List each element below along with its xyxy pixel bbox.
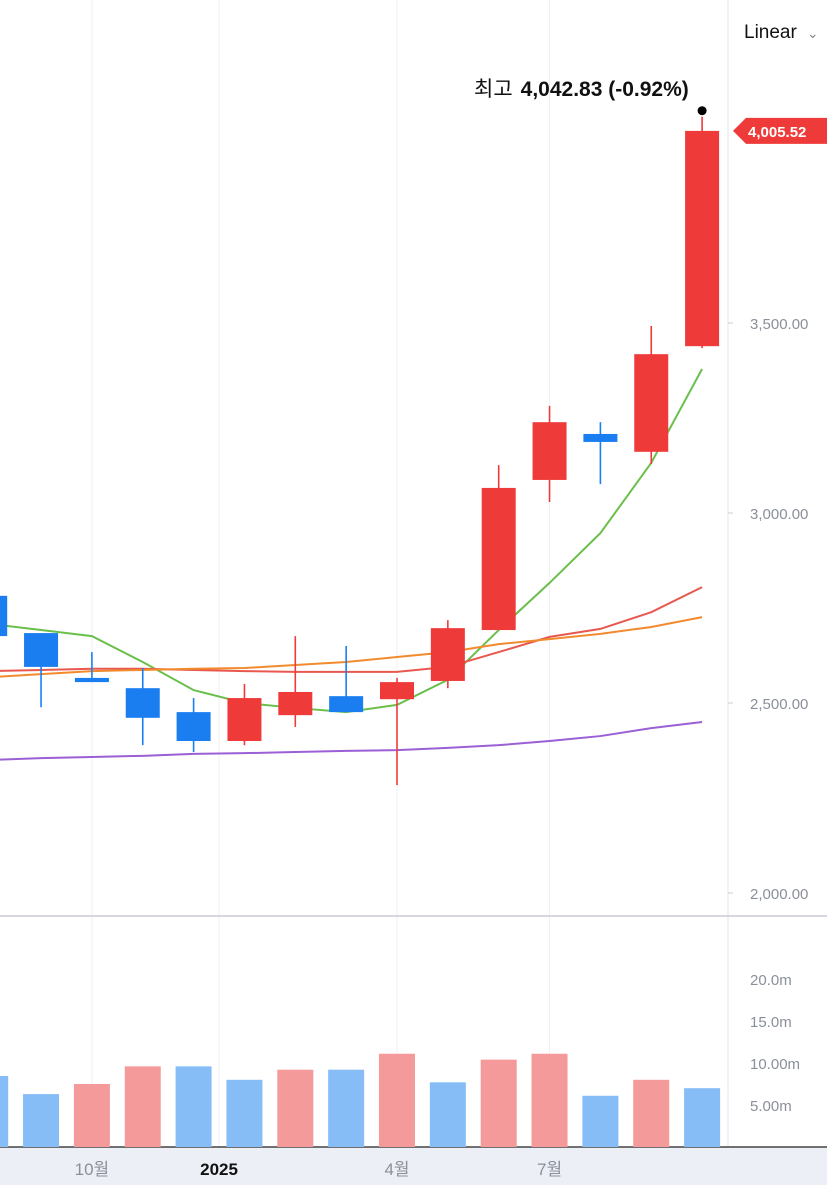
volume-bar [480, 1059, 517, 1147]
candle-body [583, 433, 618, 442]
candle-body [634, 354, 669, 452]
x-axis-band [0, 1147, 827, 1185]
volume-bar [684, 1088, 721, 1147]
volume-bar [124, 1066, 161, 1147]
volume-bar [73, 1084, 110, 1147]
volume-bar [328, 1069, 365, 1147]
volume-bar [379, 1053, 415, 1147]
volume-bar [429, 1082, 466, 1147]
volume-bar [226, 1079, 263, 1147]
moving-average-line-ma10 [0, 586, 703, 673]
candle [176, 698, 211, 753]
volume-bar [23, 1094, 60, 1147]
chevron-down-icon: ⌄ [806, 24, 819, 41]
x-axis-label: 7월 [537, 1160, 562, 1179]
moving-average-line-ma60 [0, 721, 703, 761]
candle-body [430, 628, 465, 681]
candle [125, 668, 160, 746]
candle [24, 633, 59, 708]
candle [634, 326, 669, 464]
candle-body [74, 677, 109, 683]
candle [380, 677, 414, 786]
candle-body [380, 682, 414, 700]
candle [0, 595, 8, 637]
candle [583, 422, 618, 485]
candle [532, 405, 567, 502]
candle-body [278, 691, 313, 716]
x-axis-label: 10월 [75, 1160, 110, 1179]
volume-tick-label: 20.0m [750, 972, 792, 989]
high-annotation: 최고 4,042.83 (-0.92%) [474, 73, 689, 103]
price-tick-label: 2,000.00 [750, 886, 808, 903]
volume-bar [582, 1095, 619, 1147]
volume-bar [277, 1069, 314, 1147]
x-axis-label: 2025 [200, 1160, 238, 1179]
candle [481, 465, 516, 631]
price-tick-label: 2,500.00 [750, 696, 808, 713]
candle [685, 116, 720, 349]
candle [329, 646, 364, 713]
candle-body [227, 698, 262, 741]
high-marker-dot [697, 106, 707, 116]
candle [74, 652, 109, 683]
last-price-label: 4,005.52 [748, 124, 806, 141]
candle-body [24, 633, 59, 667]
scale-selector-button[interactable]: Linear ⌄ [744, 22, 819, 44]
candle [227, 684, 262, 746]
candle-body [481, 487, 516, 631]
x-axis-label: 4월 [384, 1160, 409, 1179]
candle-body [0, 595, 8, 637]
volume-tick-label: 15.0m [750, 1014, 792, 1031]
candle-body [176, 712, 211, 741]
last-price-tag [733, 117, 827, 144]
candle [278, 636, 313, 727]
high-annotation-value: 4,042.83 (-0.92%) [520, 78, 689, 101]
high-annotation-label: 최고 [474, 78, 513, 101]
candle-body [532, 422, 567, 480]
volume-tick-label: 10.00m [750, 1056, 800, 1073]
candle-body [329, 696, 364, 713]
volume-bar [0, 1076, 9, 1147]
price-tick-label: 3,000.00 [750, 506, 808, 523]
price-tick-label: 3,500.00 [750, 316, 808, 333]
volume-bar [531, 1053, 568, 1147]
candle-body [125, 688, 160, 718]
candle [430, 620, 465, 689]
volume-bar [633, 1079, 670, 1147]
volume-bar [175, 1066, 212, 1147]
volume-tick-label: 5.00m [750, 1098, 792, 1115]
candle-body [685, 130, 720, 347]
scale-selector-label: Linear [744, 22, 797, 43]
